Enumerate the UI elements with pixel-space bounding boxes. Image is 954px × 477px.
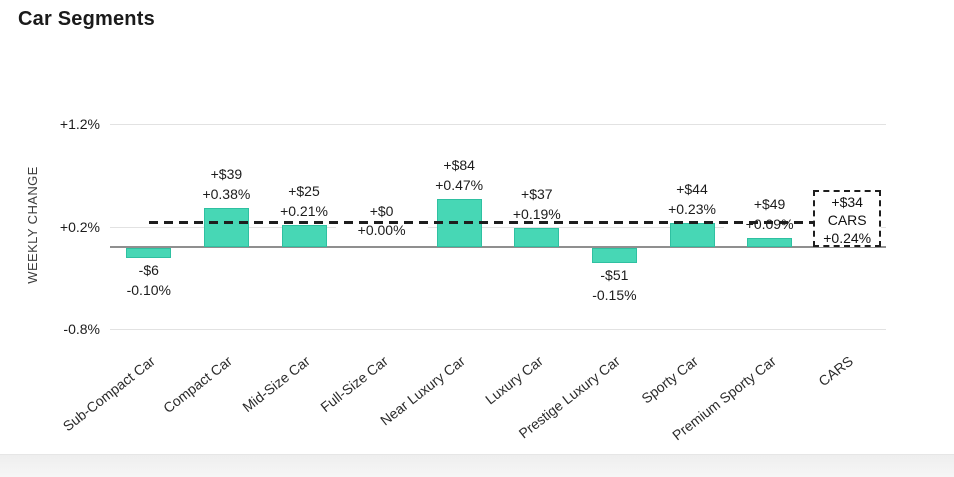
average-reference-line (148, 220, 814, 224)
bar-prestige-luxury-car[interactable] (591, 248, 637, 264)
pct-label-prestige-luxury-car: -0.15% (568, 285, 661, 306)
dollar-label-mid-size-car: +$25 (258, 181, 350, 202)
dollar-label-premium-sporty-car: +$49 (723, 193, 816, 214)
bar-mid-size-car[interactable] (281, 225, 327, 247)
pct-label-mid-size-car: +0.21% (258, 201, 350, 222)
bar-compact-car[interactable] (203, 208, 249, 247)
dollar-label-sub-compact-car: -$6 (102, 260, 195, 281)
y-tick-label: +0.2% (59, 218, 100, 235)
gridline (110, 124, 886, 125)
bottom-panel-edge (0, 454, 954, 477)
dollar-label-luxury-car: +$37 (490, 183, 583, 204)
bar-sub-compact-car[interactable] (126, 248, 172, 259)
summary-dollar-label: +$34 (831, 194, 863, 210)
summary-name-label: CARS (827, 212, 867, 228)
y-tick-label: -0.8% (63, 321, 100, 337)
pct-label-sub-compact-car: -0.10% (102, 280, 195, 301)
bar-sporty-car[interactable] (669, 223, 715, 247)
cars-summary-box: +$34 CARS +0.24% (813, 190, 882, 247)
gridline (110, 226, 886, 228)
dollar-label-near-luxury-car: +$84 (413, 154, 506, 175)
zero-axis-line (110, 246, 886, 248)
pct-label-luxury-car: +0.19% (490, 203, 583, 224)
weekly-change-bar-chart: WEEKLY CHANGE +1.2% +0.2% -0.8% -$6 -0.10% Su… (25, 116, 886, 443)
dollar-label-full-size-car: +$0 (335, 201, 428, 221)
gridline (110, 329, 886, 330)
summary-pct-label: +0.24% (823, 230, 872, 246)
bar-premium-sporty-car[interactable] (747, 237, 793, 247)
bar-luxury-car[interactable] (514, 227, 560, 247)
pct-label-sporty-car: +0.23% (646, 199, 738, 220)
dollar-label-compact-car: +$39 (180, 164, 273, 185)
y-tick-label: +1.2% (59, 116, 100, 132)
pct-label-compact-car: +0.38% (180, 184, 273, 205)
pct-label-full-size-car: +0.00% (335, 220, 428, 240)
dollar-label-sporty-car: +$44 (646, 179, 738, 200)
pct-label-near-luxury-car: +0.47% (413, 174, 506, 195)
page-title: Car Segments (18, 8, 155, 30)
dollar-label-prestige-luxury-car: -$51 (568, 265, 661, 286)
